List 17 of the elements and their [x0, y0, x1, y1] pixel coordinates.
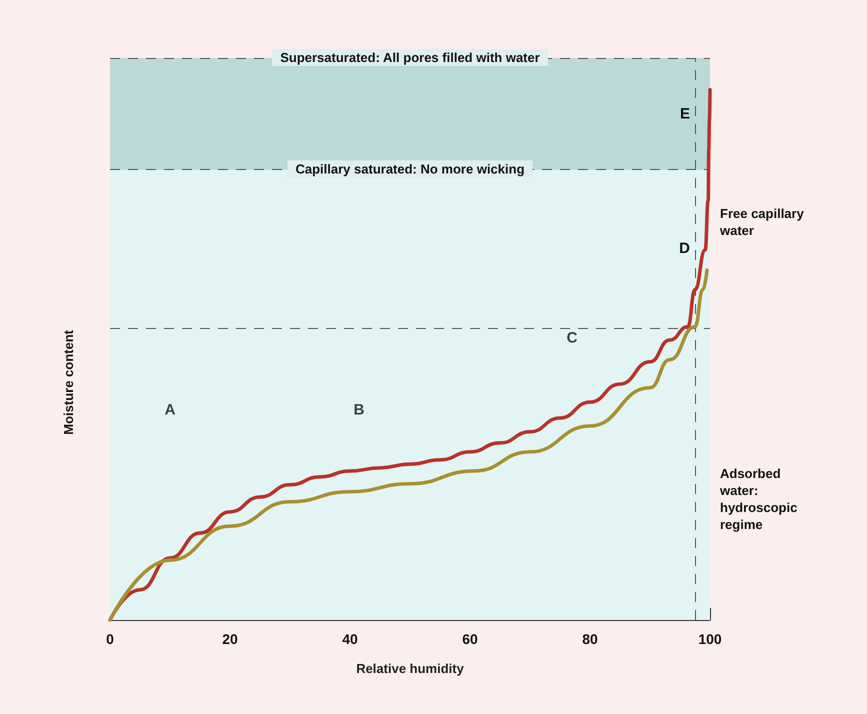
annotation: A [164, 402, 176, 419]
x-tick-label: 0 [106, 631, 114, 647]
x-tick-label: 80 [582, 631, 598, 647]
text: Adsorbed water: hydroscopic regime [719, 466, 801, 532]
x-tick-label: 20 [222, 631, 238, 647]
annotation: C [566, 329, 578, 346]
x-tick-label: 40 [342, 631, 358, 647]
band-label: D [679, 240, 690, 257]
band-label: E [680, 105, 690, 122]
ref-line-label: Capillary saturated: No more wicking [295, 161, 525, 176]
x-tick-label: 60 [462, 631, 478, 647]
ref-line-label: Supersaturated: All pores filled with water [280, 50, 540, 65]
x-axis-title: Relative humidity [356, 661, 465, 676]
text: Free capillary water [719, 206, 808, 238]
x-tick-label: 100 [698, 631, 722, 647]
y-axis-title: Moisture content [61, 329, 76, 435]
annotation: B [354, 402, 365, 419]
